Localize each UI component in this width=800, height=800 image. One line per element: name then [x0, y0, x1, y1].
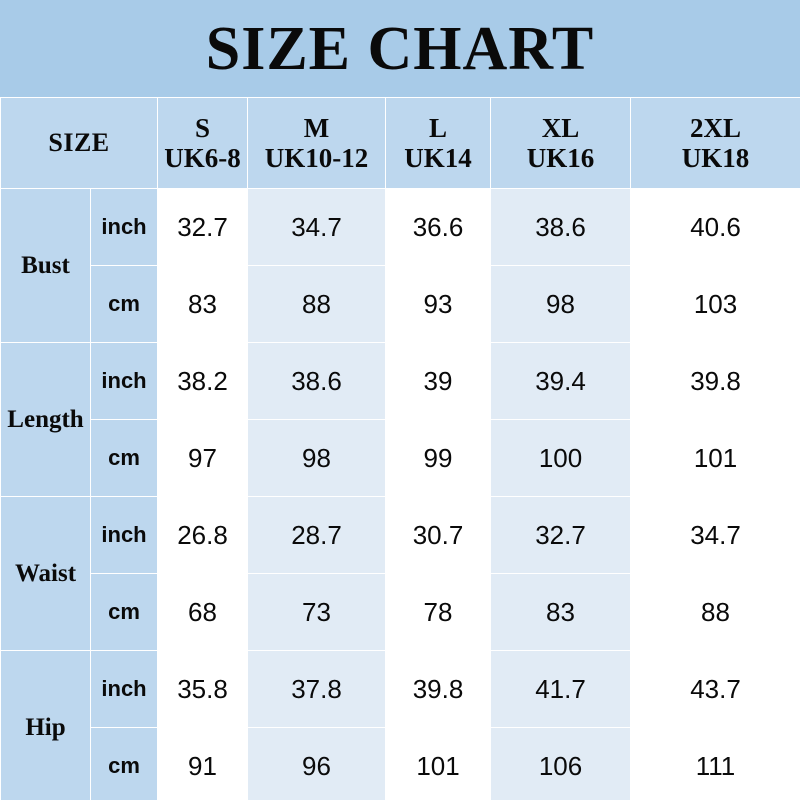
- header-uk-label: UK14: [404, 143, 472, 173]
- header-size-corner: SIZE: [0, 97, 159, 189]
- value-cell: 68: [157, 573, 249, 651]
- header-col-l: L UK14: [385, 97, 492, 189]
- unit-label-inch: inch: [89, 650, 159, 728]
- value-cell: 100: [490, 419, 632, 497]
- header-uk-label: UK10-12: [264, 143, 369, 173]
- value-cell: 40.6: [630, 188, 800, 266]
- value-cell: 99: [385, 419, 492, 497]
- value-cell: 111: [630, 727, 800, 800]
- value-cell: 83: [490, 573, 632, 651]
- value-cell: 38.6: [490, 188, 632, 266]
- unit-label-inch: inch: [89, 496, 159, 574]
- value-cell: 34.7: [247, 188, 387, 266]
- table-row: Length inch 38.2 38.6 39 39.4 39.8: [0, 342, 800, 497]
- header-uk-label: UK6-8: [164, 143, 241, 173]
- unit-label-inch: inch: [89, 342, 159, 420]
- value-cell: 96: [247, 727, 387, 800]
- table-row: cm 68 73 78 83 88: [1, 573, 800, 651]
- value-cell: 30.7: [385, 496, 492, 574]
- value-cell: 28.7: [247, 496, 387, 574]
- value-cell: 38.6: [247, 342, 387, 420]
- header-col-2xl: 2XL UK18: [630, 97, 800, 189]
- value-cell: 83: [157, 265, 249, 343]
- header-col-m: M UK10-12: [247, 97, 387, 189]
- table-row: cm 97 98 99 100 101: [1, 419, 800, 497]
- header-col-xl: XL UK16: [490, 97, 632, 189]
- header-size-label: L: [429, 112, 448, 143]
- table-row: cm 91 96 101 106 111: [1, 727, 800, 800]
- value-cell: 38.2: [157, 342, 249, 420]
- unit-label-inch: inch: [89, 188, 159, 266]
- value-cell: 35.8: [157, 650, 249, 728]
- value-cell: 98: [247, 419, 387, 497]
- value-cell: 39: [385, 342, 492, 420]
- unit-label-cm: cm: [89, 419, 159, 497]
- header-col-s: S UK6-8: [157, 97, 249, 189]
- value-cell: 101: [385, 727, 492, 800]
- unit-label-cm: cm: [89, 265, 159, 343]
- page-title: SIZE CHART: [205, 14, 595, 83]
- table-row: cm 83 88 93 98 103: [1, 265, 800, 343]
- table-header: SIZE S UK6-8 M UK10-12 L UK14 XL UK16: [0, 97, 800, 189]
- value-cell: 39.4: [490, 342, 632, 420]
- header-uk-label: UK16: [526, 143, 595, 173]
- value-cell: 37.8: [247, 650, 387, 728]
- header-uk-label: UK18: [681, 143, 750, 173]
- measurement-label-hip: Hip: [0, 650, 91, 800]
- header-size-label: XL: [541, 112, 580, 143]
- value-cell: 39.8: [630, 342, 800, 420]
- measurement-label-length: Length: [0, 342, 91, 497]
- value-cell: 101: [630, 419, 800, 497]
- value-cell: 41.7: [490, 650, 632, 728]
- value-cell: 32.7: [490, 496, 632, 574]
- value-cell: 88: [247, 265, 387, 343]
- value-cell: 88: [630, 573, 800, 651]
- size-chart-table: SIZE S UK6-8 M UK10-12 L UK14 XL UK16: [0, 97, 800, 800]
- table-row: Hip inch 35.8 37.8 39.8 41.7 43.7: [0, 650, 800, 800]
- value-cell: 43.7: [630, 650, 800, 728]
- header-size-label: M: [303, 112, 330, 143]
- value-cell: 91: [157, 727, 249, 800]
- measurement-label-waist: Waist: [0, 496, 91, 651]
- value-cell: 34.7: [630, 496, 800, 574]
- table-row: Waist inch 26.8 28.7 30.7 32.7 34.7: [0, 496, 800, 651]
- value-cell: 98: [490, 265, 632, 343]
- table-row: Bust inch 32.7 34.7 36.6 38.6 40.6: [0, 188, 800, 343]
- value-cell: 36.6: [385, 188, 492, 266]
- value-cell: 39.8: [385, 650, 492, 728]
- table-body: Bust inch 32.7 34.7 36.6 38.6 40.6 cm 83 88 93 98 10…: [0, 188, 800, 800]
- header-size-label: S: [195, 112, 211, 143]
- header-row: SIZE S UK6-8 M UK10-12 L UK14 XL UK16: [0, 97, 800, 189]
- value-cell: 73: [247, 573, 387, 651]
- value-cell: 32.7: [157, 188, 249, 266]
- value-cell: 103: [630, 265, 800, 343]
- unit-label-cm: cm: [89, 573, 159, 651]
- value-cell: 93: [385, 265, 492, 343]
- value-cell: 106: [490, 727, 632, 800]
- value-cell: 97: [157, 419, 249, 497]
- unit-label-cm: cm: [89, 727, 159, 800]
- title-banner: SIZE CHART: [0, 0, 800, 97]
- value-cell: 26.8: [157, 496, 249, 574]
- header-size-label: 2XL: [690, 112, 742, 143]
- value-cell: 78: [385, 573, 492, 651]
- measurement-label-bust: Bust: [0, 188, 91, 343]
